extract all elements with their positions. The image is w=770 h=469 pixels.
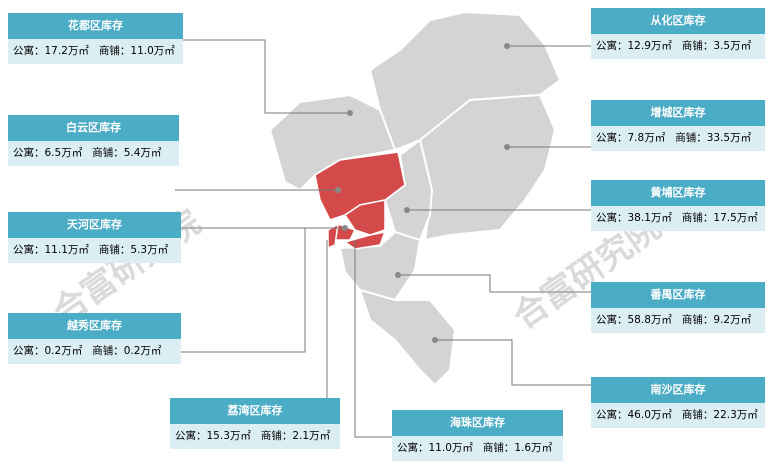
leader-line bbox=[354, 240, 392, 438]
shop-stock: 商铺：5.4万㎡ bbox=[92, 147, 162, 159]
shop-stock: 商铺：0.2万㎡ bbox=[92, 345, 162, 357]
dot bbox=[335, 187, 341, 193]
apartment-stock: 公寓：15.3万㎡ bbox=[175, 430, 251, 442]
shop-stock: 商铺：11.0万㎡ bbox=[98, 45, 175, 57]
apartment-stock: 公寓：38.1万㎡ bbox=[596, 212, 672, 224]
nansha bbox=[358, 288, 457, 387]
leader-line bbox=[181, 227, 330, 353]
shop-stock: 商铺：9.2万㎡ bbox=[681, 314, 752, 326]
district-title: 花都区库存 bbox=[8, 13, 183, 39]
dot bbox=[342, 225, 348, 231]
apartment-stock: 公寓：7.8万㎡ bbox=[596, 132, 666, 144]
dot bbox=[404, 207, 410, 213]
leader-line bbox=[398, 274, 591, 293]
dot bbox=[504, 43, 510, 49]
district-stats: 公寓：38.1万㎡ 商铺：17.5万㎡ bbox=[591, 206, 765, 231]
apartment-stock: 公寓：58.8万㎡ bbox=[596, 314, 672, 326]
liwan bbox=[327, 222, 339, 250]
shop-stock: 商铺：22.3万㎡ bbox=[681, 409, 758, 421]
apartment-stock: 公寓：17.2万㎡ bbox=[13, 45, 89, 57]
huadu bbox=[268, 93, 397, 192]
district-stats: 公寓：46.0万㎡ 商铺：22.3万㎡ bbox=[591, 403, 765, 428]
apartment-stock: 公寓：11.0万㎡ bbox=[397, 442, 473, 454]
district-title: 黄埔区库存 bbox=[591, 180, 765, 206]
shop-stock: 商铺：1.6万㎡ bbox=[482, 442, 553, 454]
district-title: 海珠区库存 bbox=[392, 410, 563, 436]
district-stats: 公寓：7.8万㎡ 商铺：33.5万㎡ bbox=[591, 126, 765, 151]
district-title: 荔湾区库存 bbox=[170, 398, 340, 424]
district-stats: 公寓：11.1万㎡ 商铺：5.3万㎡ bbox=[8, 238, 181, 263]
leader-line bbox=[435, 339, 591, 386]
district-title: 从化区库存 bbox=[591, 8, 765, 34]
district-stats: 公寓：6.5万㎡ 商铺：5.4万㎡ bbox=[8, 141, 179, 166]
district-title: 番禺区库存 bbox=[591, 282, 765, 308]
district-stats: 公寓：15.3万㎡ 商铺：2.1万㎡ bbox=[170, 424, 340, 449]
leader-line bbox=[183, 39, 350, 114]
district-stats: 公寓：11.0万㎡ 商铺：1.6万㎡ bbox=[392, 436, 563, 461]
dot bbox=[395, 272, 401, 278]
apartment-stock: 公寓：12.9万㎡ bbox=[596, 40, 672, 52]
district-title: 天河区库存 bbox=[8, 212, 181, 238]
district-stats: 公寓：12.9万㎡ 商铺：3.5万㎡ bbox=[591, 34, 765, 59]
dot bbox=[347, 110, 353, 116]
apartment-stock: 公寓：6.5万㎡ bbox=[13, 147, 83, 159]
panyu bbox=[338, 230, 422, 302]
district-title: 增城区库存 bbox=[591, 100, 765, 126]
shop-stock: 商铺：5.3万㎡ bbox=[98, 244, 169, 256]
apartment-stock: 公寓：0.2万㎡ bbox=[13, 345, 83, 357]
district-stats: 公寓：0.2万㎡ 商铺：0.2万㎡ bbox=[8, 339, 181, 364]
district-stats: 公寓：17.2万㎡ 商铺：11.0万㎡ bbox=[8, 39, 183, 64]
apartment-stock: 公寓：46.0万㎡ bbox=[596, 409, 672, 421]
dot bbox=[432, 337, 438, 343]
district-title: 南沙区库存 bbox=[591, 377, 765, 403]
dot bbox=[504, 144, 510, 150]
district-title: 白云区库存 bbox=[8, 115, 179, 141]
district-title: 越秀区库存 bbox=[8, 313, 181, 339]
shop-stock: 商铺：2.1万㎡ bbox=[260, 430, 331, 442]
shop-stock: 商铺：3.5万㎡ bbox=[681, 40, 752, 52]
shop-stock: 商铺：17.5万㎡ bbox=[681, 212, 758, 224]
shop-stock: 商铺：33.5万㎡ bbox=[675, 132, 752, 144]
apartment-stock: 公寓：11.1万㎡ bbox=[13, 244, 89, 256]
district-stats: 公寓：58.8万㎡ 商铺：9.2万㎡ bbox=[591, 308, 765, 333]
